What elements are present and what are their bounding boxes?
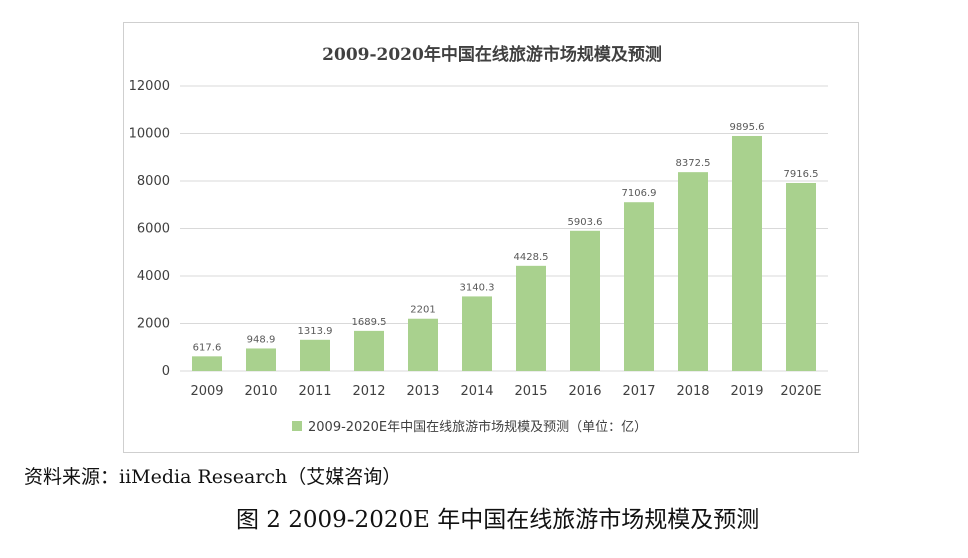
- data-label: 1313.9: [298, 326, 333, 337]
- source-note: 资料来源：iiMedia Research（艾媒咨询）: [24, 466, 402, 488]
- y-tick-label: 8000: [137, 174, 170, 189]
- bar: [354, 330, 384, 371]
- bar: [300, 339, 330, 371]
- data-label: 617.6: [193, 342, 222, 353]
- x-tick-label: 2010: [244, 384, 277, 399]
- data-label: 5903.6: [568, 217, 603, 228]
- data-label: 7106.9: [622, 188, 657, 199]
- y-tick-label: 12000: [129, 79, 170, 94]
- x-tick-label: 2015: [514, 384, 547, 399]
- bar: [462, 296, 492, 371]
- bar-chart: 2009-2020年中国在线旅游市场规模及预测 0 2000 4000 6000 800…: [129, 44, 828, 435]
- y-axis-ticks: 0 2000 4000 6000 8000 10000 12000: [129, 79, 170, 379]
- x-tick-label: 2013: [406, 384, 439, 399]
- x-tick-label: 2016: [568, 384, 601, 399]
- data-label: 2201: [410, 305, 435, 316]
- legend-swatch: [292, 421, 302, 431]
- bar: [246, 348, 276, 371]
- chart-frame: 2009-2020年中国在线旅游市场规模及预测 0 2000 4000 6000 800…: [123, 22, 859, 453]
- bars: [192, 135, 816, 371]
- gridlines: [180, 85, 828, 372]
- x-tick-label: 2014: [460, 384, 493, 399]
- x-tick-label: 2017: [622, 384, 655, 399]
- legend: 2009-2020E年中国在线旅游市场规模及预测（单位：亿）: [292, 419, 647, 435]
- bar: [516, 265, 546, 371]
- bar: [192, 356, 222, 371]
- x-axis-ticks: 2009 2010 2011 2012 2013 2014 2015 2016 2017 2018…: [190, 384, 821, 399]
- bar: [732, 135, 762, 371]
- bar: [570, 230, 600, 371]
- x-tick-label: 2018: [676, 384, 709, 399]
- y-tick-label: 0: [162, 364, 170, 379]
- bar: [678, 172, 708, 371]
- y-tick-label: 4000: [137, 269, 170, 284]
- x-tick-label: 2020E: [780, 384, 821, 399]
- bar: [786, 182, 816, 371]
- chart-title: 2009-2020年中国在线旅游市场规模及预测: [322, 44, 662, 65]
- data-label: 9895.6: [730, 122, 765, 133]
- x-tick-label: 2012: [352, 384, 385, 399]
- data-labels: 617.6 948.9 1313.9 1689.5 2201 3140.3 4428.5 59…: [193, 122, 819, 353]
- x-tick-label: 2009: [190, 384, 223, 399]
- legend-label: 2009-2020E年中国在线旅游市场规模及预测（单位：亿）: [308, 419, 647, 435]
- y-tick-label: 10000: [129, 127, 170, 142]
- data-label: 4428.5: [514, 252, 549, 263]
- x-tick-label: 2019: [730, 384, 763, 399]
- data-label: 7916.5: [784, 169, 819, 180]
- data-label: 1689.5: [352, 317, 387, 328]
- data-label: 948.9: [247, 334, 276, 345]
- data-label: 3140.3: [460, 282, 495, 293]
- y-tick-label: 6000: [137, 222, 170, 237]
- bar: [408, 318, 438, 371]
- x-tick-label: 2011: [298, 384, 331, 399]
- data-label: 8372.5: [676, 158, 711, 169]
- y-tick-label: 2000: [137, 317, 170, 332]
- bar: [624, 202, 654, 371]
- figure-caption: 图 2 2009-2020E 年中国在线旅游市场规模及预测: [236, 507, 760, 533]
